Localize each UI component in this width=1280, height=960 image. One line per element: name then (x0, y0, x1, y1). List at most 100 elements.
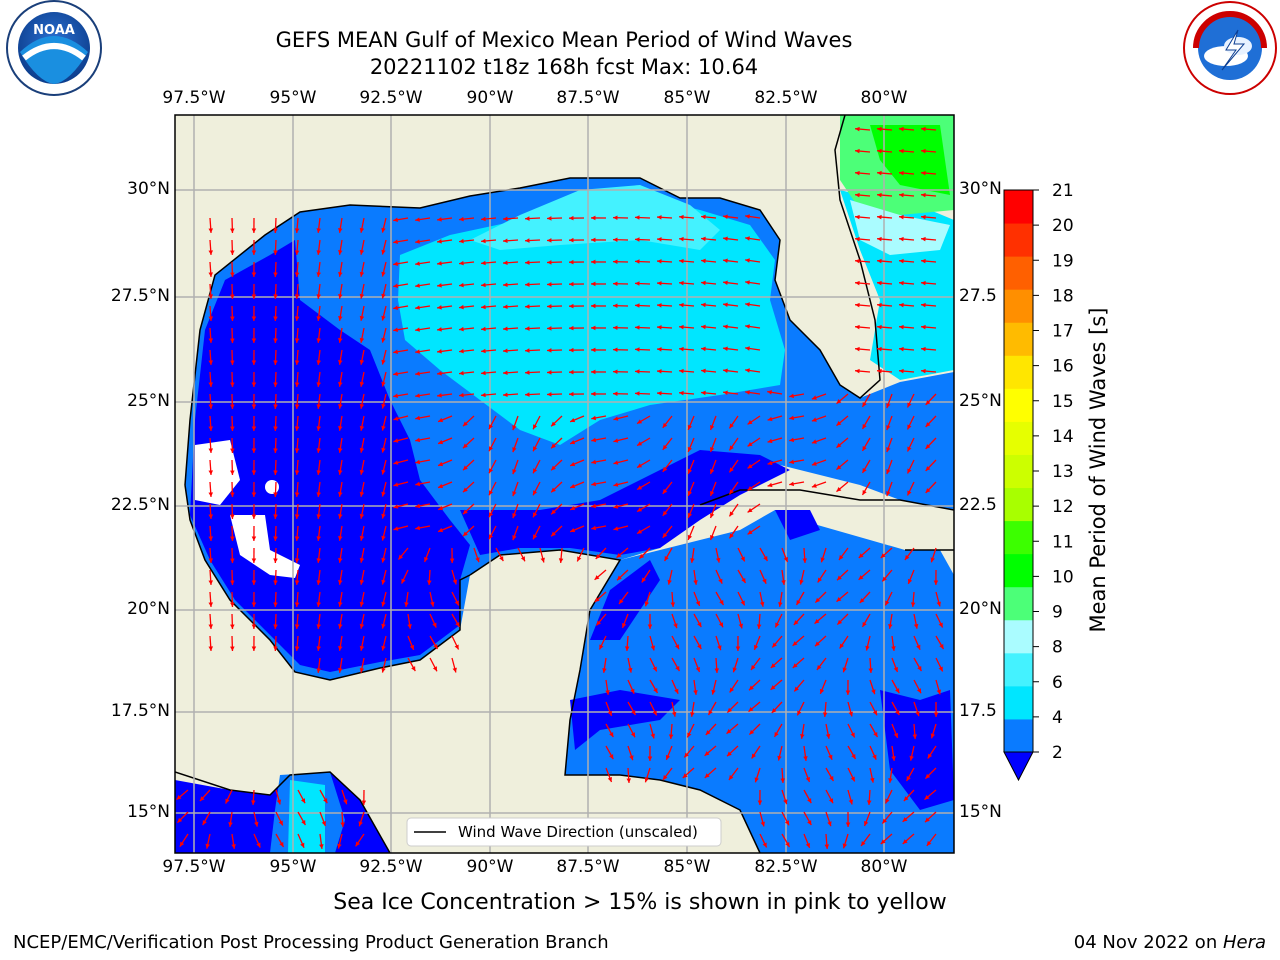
wave-direction-arrow (590, 237, 607, 243)
wave-direction-arrow (532, 437, 541, 452)
wave-direction-arrow (904, 547, 915, 561)
lat-tick-label-left: 30°N (127, 179, 170, 199)
wave-direction-arrow (568, 303, 585, 309)
map-title: GEFS MEAN Gulf of Mexico Mean Period of … (275, 28, 853, 52)
wave-direction-arrow (338, 503, 343, 519)
wave-direction-arrow (381, 393, 387, 409)
wave-direction-arrow (820, 547, 827, 563)
colorbar-tick-label: 6 (1052, 673, 1063, 693)
wave-direction-arrow (847, 701, 853, 717)
wave-direction-arrow (759, 591, 765, 607)
wave-direction-arrow (612, 281, 629, 287)
wave-direction-arrow (230, 217, 235, 234)
lon-tick-label-bottom: 82.5°W (754, 857, 818, 877)
wave-direction-arrow (502, 238, 519, 244)
wave-direction-arrow (605, 723, 614, 738)
wave-direction-arrow (811, 481, 827, 488)
wave-direction-arrow (880, 547, 893, 559)
wave-direction-arrow (869, 745, 877, 760)
wave-direction-arrow (231, 833, 236, 849)
wave-direction-arrow (297, 833, 305, 848)
wave-direction-arrow (251, 481, 257, 498)
colorbar-tick-label: 10 (1052, 567, 1074, 587)
wave-direction-arrow (855, 368, 871, 374)
wave-direction-arrow (481, 260, 497, 266)
wave-direction-arrow (393, 349, 409, 354)
wave-direction-arrow (605, 767, 613, 783)
wave-direction-arrow (865, 635, 871, 651)
wave-direction-arrow (921, 236, 937, 242)
wave-direction-arrow (656, 391, 673, 396)
wave-direction-arrow (253, 833, 261, 848)
colorbar-tick-label: 9 (1052, 603, 1063, 623)
coastlines (175, 115, 954, 853)
wave-direction-arrow (737, 613, 743, 629)
lon-tick-label-bottom: 97.5°W (162, 857, 226, 877)
wave-direction-arrow (866, 789, 872, 806)
wave-direction-arrow (709, 437, 717, 453)
wave-direction-arrow (502, 370, 519, 376)
wave-direction-arrow (590, 259, 607, 265)
wave-direction-arrow (338, 239, 343, 255)
wave-direction-arrow (678, 258, 695, 264)
wave-direction-arrow (927, 745, 937, 759)
wave-direction-arrow (176, 789, 189, 801)
wave-direction-arrow (359, 393, 365, 409)
ne-gulf-cyan (398, 195, 785, 445)
wave-direction-arrow (415, 371, 431, 376)
wave-direction-arrow (913, 635, 921, 650)
wave-direction-arrow (208, 635, 213, 652)
wave-direction-arrow (359, 283, 365, 299)
wave-direction-arrow (273, 371, 278, 388)
florida-light-cyan (850, 200, 950, 255)
wave-direction-arrow (488, 415, 497, 430)
wave-direction-arrow (855, 280, 871, 286)
wave-direction-arrow (381, 657, 387, 673)
wave-direction-arrow (459, 326, 475, 332)
wave-direction-arrow (860, 833, 871, 847)
wave-direction-arrow (662, 437, 673, 451)
wave-direction-arrow (678, 214, 695, 220)
wave-direction-arrow (910, 591, 916, 608)
wave-direction-arrow (704, 745, 717, 757)
colorbar-segment (1004, 586, 1033, 621)
wave-direction-arrow (634, 347, 651, 352)
wave-direction-arrow (512, 503, 519, 519)
wave-direction-arrow (789, 481, 805, 487)
wave-direction-arrow (671, 657, 681, 672)
wave-direction-arrow (616, 569, 629, 581)
wave-direction-arrow (845, 811, 851, 828)
wave-direction-arrow (880, 833, 893, 845)
wave-direction-arrow (921, 368, 937, 374)
wave-direction-arrow (429, 613, 437, 628)
wave-direction-arrow (811, 459, 827, 466)
wave-direction-arrow (662, 525, 673, 539)
wave-direction-arrow (634, 303, 651, 308)
wave-direction-arrow (861, 459, 871, 474)
wave-direction-arrow (778, 591, 783, 607)
wave-direction-arrow (591, 459, 607, 465)
wave-direction-arrow (273, 217, 278, 234)
wave-direction-arrow (568, 281, 585, 287)
wave-direction-arrow (891, 635, 896, 651)
wave-direction-arrow (359, 415, 365, 431)
wave-direction-arrow (393, 503, 409, 509)
wave-direction-arrow (690, 547, 695, 563)
wave-direction-arrow (358, 811, 365, 827)
wave-direction-arrow (618, 591, 629, 605)
wave-direction-arrow (671, 679, 679, 694)
wave-direction-arrow (294, 371, 300, 388)
wave-direction-arrow (926, 833, 937, 847)
wave-direction-arrow (877, 214, 893, 220)
wave-direction-arrow (662, 481, 673, 495)
wave-direction-arrow (912, 723, 918, 740)
wave-direction-arrow (701, 324, 717, 330)
lat-tick-label-right: 17.5 (959, 701, 997, 721)
wave-direction-arrow (524, 326, 541, 331)
wave-direction-arrow (747, 459, 761, 469)
wave-direction-arrow (759, 811, 765, 827)
wave-direction-arrow (251, 525, 257, 542)
wave-direction-arrow (591, 503, 607, 509)
wave-direction-arrow (822, 701, 828, 718)
wave-direction-arrow (728, 525, 739, 539)
